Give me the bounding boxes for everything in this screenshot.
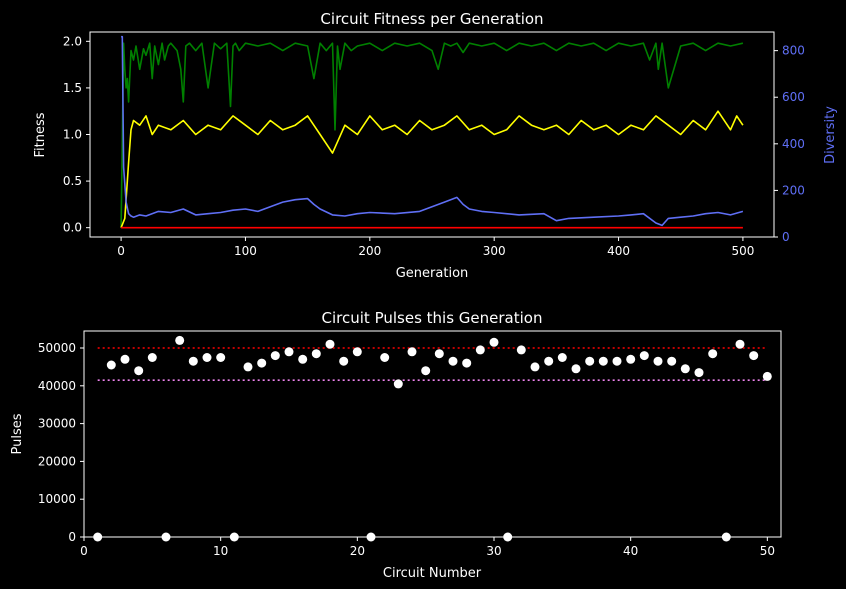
pulses-y-tick-label-3: 30000 <box>38 417 76 431</box>
fitness-y-ticks: 0.0 0.5 1.0 1.5 2.0 <box>63 34 90 235</box>
fitness-y-tick-label-1: 0.5 <box>63 174 82 188</box>
pulses-point-44 <box>680 364 690 374</box>
pulses-point-19 <box>339 356 349 366</box>
fitness-y-tick-label-2: 1.0 <box>63 128 82 142</box>
fitness-series-line-3 <box>121 35 744 227</box>
pulses-point-16 <box>298 354 308 364</box>
pulses-point-38 <box>598 356 608 366</box>
pulses-point-14 <box>270 351 280 361</box>
pulses-x-ticks: 0 10 20 30 40 50 <box>80 537 775 558</box>
pulses-point-22 <box>380 353 390 362</box>
pulses-point-29 <box>475 345 485 355</box>
fitness-y-tick-label-0: 0.0 <box>63 221 82 235</box>
pulses-point-36 <box>571 364 581 374</box>
fitness-x-label: Generation <box>396 266 469 281</box>
pulses-x-tick-label-4: 40 <box>623 544 638 558</box>
pulses-point-39 <box>612 356 622 366</box>
pulses-point-20 <box>352 347 362 357</box>
pulses-y-ticks: 0 10000 20000 30000 40000 50000 <box>38 341 84 544</box>
pulses-point-13 <box>257 358 267 368</box>
pulses-point-3 <box>120 354 130 364</box>
fitness-x-ticks: 0 100 200 300 400 500 <box>117 237 754 258</box>
fitness-x-tick-label-0: 0 <box>117 244 125 258</box>
pulses-point-45 <box>694 368 704 378</box>
pulses-x-tick-label-2: 20 <box>350 544 365 558</box>
fitness-y-label: Fitness <box>33 112 48 157</box>
diversity-y-tick-label-4: 800 <box>782 44 805 58</box>
diversity-y-ticks: 0 200 400 600 800 <box>774 44 805 244</box>
pulses-point-33 <box>530 362 540 372</box>
fitness-y-tick-label-4: 2.0 <box>63 34 82 48</box>
pulses-x-label: Circuit Number <box>383 566 482 581</box>
pulses-point-42 <box>653 356 663 366</box>
pulses-point-8 <box>188 356 198 366</box>
pulses-point-43 <box>667 356 677 366</box>
pulses-x-tick-label-5: 50 <box>760 544 775 558</box>
pulses-point-30 <box>489 337 499 347</box>
pulses-x-tick-label-3: 30 <box>486 544 501 558</box>
pulses-point-50 <box>762 371 772 381</box>
fitness-chart: Circuit Fitness per Generation 0 100 200 30… <box>33 10 838 281</box>
pulses-point-10 <box>216 353 226 362</box>
pulses-plot-frame <box>83 330 782 538</box>
diversity-y-tick-label-1: 200 <box>782 183 805 197</box>
pulses-point-49 <box>749 351 759 361</box>
pulses-y-label: Pulses <box>10 413 25 454</box>
pulses-point-26 <box>434 349 444 359</box>
pulses-chart-title: Circuit Pulses this Generation <box>322 309 543 327</box>
diversity-y-tick-label-0: 0 <box>782 230 790 244</box>
fitness-x-tick-label-1: 100 <box>234 244 257 258</box>
pulses-y-tick-label-1: 10000 <box>38 492 76 506</box>
diversity-y-label: Diversity <box>823 106 838 164</box>
pulses-point-35 <box>557 353 567 362</box>
pulses-point-23 <box>393 379 403 389</box>
pulses-x-tick-label-1: 10 <box>213 544 228 558</box>
fitness-series-line-0 <box>120 42 744 228</box>
pulses-point-24 <box>407 347 417 357</box>
diversity-y-tick-label-2: 400 <box>782 137 805 151</box>
pulses-y-tick-label-2: 20000 <box>38 454 76 468</box>
fitness-series-group <box>120 35 744 229</box>
pulses-point-37 <box>585 356 595 366</box>
fitness-x-tick-label-4: 400 <box>607 244 630 258</box>
fitness-x-tick-label-2: 200 <box>358 244 381 258</box>
pulses-points <box>93 335 772 542</box>
pulses-point-27 <box>448 356 458 366</box>
diversity-y-tick-label-3: 600 <box>782 90 805 104</box>
pulses-point-12 <box>243 362 253 372</box>
fitness-x-tick-label-3: 300 <box>483 244 506 258</box>
pulses-point-4 <box>134 366 144 376</box>
fitness-series-line-1 <box>120 110 744 228</box>
pulses-point-28 <box>462 358 472 368</box>
fitness-chart-title: Circuit Fitness per Generation <box>320 10 543 28</box>
pulses-point-15 <box>284 347 294 357</box>
pulses-point-17 <box>311 349 321 359</box>
pulses-point-2 <box>106 360 116 370</box>
pulses-point-48 <box>735 339 745 349</box>
pulses-y-tick-label-5: 50000 <box>38 341 76 355</box>
pulses-point-41 <box>639 351 649 361</box>
pulses-point-7 <box>175 335 185 345</box>
pulses-point-34 <box>544 356 554 366</box>
pulses-y-tick-label-4: 40000 <box>38 379 76 393</box>
fitness-x-tick-label-5: 500 <box>731 244 754 258</box>
pulses-chart: Circuit Pulses this Generation 0 10 20 30 40… <box>10 309 782 581</box>
fitness-y-tick-label-3: 1.5 <box>63 81 82 95</box>
pulses-point-18 <box>325 339 335 349</box>
pulses-x-tick-label-0: 0 <box>80 544 88 558</box>
pulses-point-32 <box>516 345 526 355</box>
pulses-point-40 <box>626 354 636 364</box>
pulses-point-46 <box>708 349 718 359</box>
pulses-point-25 <box>421 366 431 376</box>
pulses-point-5 <box>147 353 157 362</box>
pulses-threshold-lines <box>97 347 768 381</box>
pulses-point-9 <box>202 353 212 362</box>
pulses-y-tick-label-0: 0 <box>68 530 76 544</box>
